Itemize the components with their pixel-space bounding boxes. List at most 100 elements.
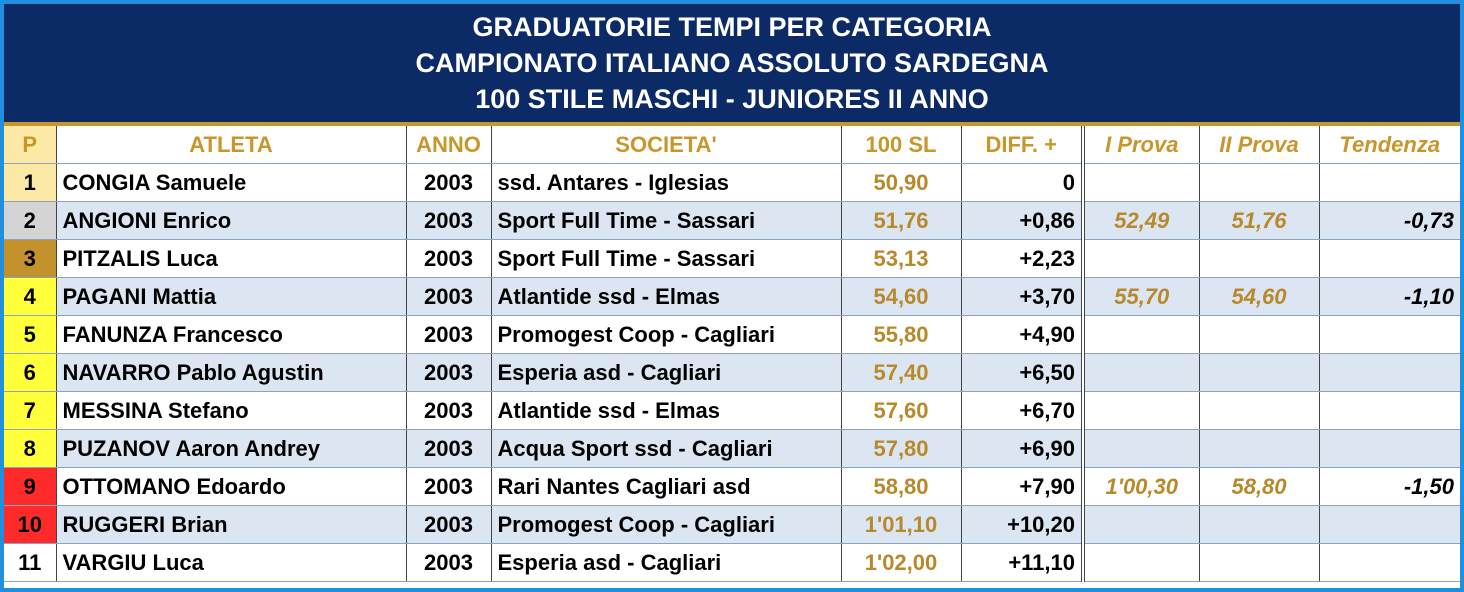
- rank-cell: 11: [4, 543, 56, 582]
- club-cell: Sport Full Time - Sassari: [490, 201, 841, 240]
- time-cell: 57,80: [840, 429, 961, 468]
- diff-cell: 0: [960, 163, 1083, 202]
- diff-cell: +0,86: [960, 201, 1083, 240]
- column-header: 100 SL: [840, 126, 961, 164]
- table-row: 7 MESSINA Stefano 2003 Atlantide ssd - Elma…: [4, 391, 1460, 430]
- first-trial-cell: [1081, 391, 1199, 430]
- trend-cell: [1318, 239, 1460, 278]
- athlete-cell: MESSINA Stefano: [55, 391, 406, 430]
- athlete-cell: PUZANOV Aaron Andrey: [55, 429, 406, 468]
- title-line: 100 STILE MASCHI - JUNIORES II ANNO: [475, 84, 989, 114]
- table-row: 6 NAVARRO Pablo Agustin 2003 Esperia asd - …: [4, 353, 1460, 392]
- second-trial-cell: [1198, 239, 1319, 278]
- diff-cell: +7,90: [960, 467, 1083, 506]
- diff-cell: +4,90: [960, 315, 1083, 354]
- athlete-cell: FANUNZA Francesco: [55, 315, 406, 354]
- trend-cell: [1318, 391, 1460, 430]
- column-header: P: [4, 126, 56, 164]
- rank-cell: 9: [4, 467, 56, 506]
- club-cell: Rari Nantes Cagliari asd: [490, 467, 841, 506]
- athlete-cell: ANGIONI Enrico: [55, 201, 406, 240]
- year-cell: 2003: [405, 543, 491, 582]
- table-row: 11 VARGIU Luca 2003 Esperia asd - Cagliari 1…: [4, 543, 1460, 582]
- second-trial-cell: [1198, 315, 1319, 354]
- column-header: II Prova: [1198, 126, 1319, 164]
- first-trial-cell: 1'00,30: [1081, 467, 1199, 506]
- second-trial-cell: 58,80: [1198, 467, 1319, 506]
- trend-cell: -1,10: [1318, 277, 1460, 316]
- time-cell: 51,76: [840, 201, 961, 240]
- diff-cell: +10,20: [960, 505, 1083, 544]
- trend-cell: -0,73: [1318, 201, 1460, 240]
- second-trial-cell: [1198, 543, 1319, 582]
- first-trial-cell: 55,70: [1081, 277, 1199, 316]
- diff-cell: +2,23: [960, 239, 1083, 278]
- time-cell: 57,60: [840, 391, 961, 430]
- year-cell: 2003: [405, 239, 491, 278]
- rank-cell: 8: [4, 429, 56, 468]
- athlete-cell: RUGGERI Brian: [55, 505, 406, 544]
- trend-cell: [1318, 505, 1460, 544]
- results-table: P ATLETA ANNO SOCIETA' 100 SL DIFF. + I Prova I…: [4, 126, 1460, 582]
- second-trial-cell: [1198, 391, 1319, 430]
- rank-cell: 3: [4, 239, 56, 278]
- first-trial-cell: [1081, 239, 1199, 278]
- first-trial-cell: [1081, 353, 1199, 392]
- table-row: 3 PITZALIS Luca 2003 Sport Full Time - Sass…: [4, 239, 1460, 278]
- first-trial-cell: [1081, 505, 1199, 544]
- trend-cell: [1318, 315, 1460, 354]
- rank-cell: 6: [4, 353, 56, 392]
- time-cell: 53,13: [840, 239, 961, 278]
- club-cell: ssd. Antares - Iglesias: [490, 163, 841, 202]
- trend-cell: [1318, 163, 1460, 202]
- athlete-cell: VARGIU Luca: [55, 543, 406, 582]
- time-cell: 58,80: [840, 467, 961, 506]
- column-header: DIFF. +: [960, 126, 1083, 164]
- time-cell: 57,40: [840, 353, 961, 392]
- athlete-cell: OTTOMANO Edoardo: [55, 467, 406, 506]
- time-cell: 54,60: [840, 277, 961, 316]
- year-cell: 2003: [405, 391, 491, 430]
- year-cell: 2003: [405, 315, 491, 354]
- year-cell: 2003: [405, 277, 491, 316]
- diff-cell: +11,10: [960, 543, 1083, 582]
- athlete-cell: PAGANI Mattia: [55, 277, 406, 316]
- time-cell: 1'01,10: [840, 505, 961, 544]
- first-trial-cell: [1081, 315, 1199, 354]
- second-trial-cell: [1198, 353, 1319, 392]
- time-cell: 1'02,00: [840, 543, 961, 582]
- athlete-cell: NAVARRO Pablo Agustin: [55, 353, 406, 392]
- year-cell: 2003: [405, 505, 491, 544]
- rank-cell: 5: [4, 315, 56, 354]
- table-row: 1 CONGIA Samuele 2003 ssd. Antares - Iglesi…: [4, 163, 1460, 202]
- first-trial-cell: [1081, 543, 1199, 582]
- second-trial-cell: 51,76: [1198, 201, 1319, 240]
- year-cell: 2003: [405, 201, 491, 240]
- athlete-cell: CONGIA Samuele: [55, 163, 406, 202]
- time-cell: 50,90: [840, 163, 961, 202]
- club-cell: Esperia asd - Cagliari: [490, 543, 841, 582]
- title-line: CAMPIONATO ITALIANO ASSOLUTO SARDEGNA: [415, 48, 1049, 78]
- club-cell: Promogest Coop - Cagliari: [490, 315, 841, 354]
- diff-cell: +6,50: [960, 353, 1083, 392]
- trend-cell: [1318, 429, 1460, 468]
- table-body: 1 CONGIA Samuele 2003 ssd. Antares - Iglesi…: [4, 163, 1460, 582]
- trend-cell: [1318, 353, 1460, 392]
- first-trial-cell: [1081, 429, 1199, 468]
- club-cell: Sport Full Time - Sassari: [490, 239, 841, 278]
- trend-cell: -1,50: [1318, 467, 1460, 506]
- diff-cell: +3,70: [960, 277, 1083, 316]
- time-cell: 55,80: [840, 315, 961, 354]
- year-cell: 2003: [405, 429, 491, 468]
- table-head: P ATLETA ANNO SOCIETA' 100 SL DIFF. + I Prova I…: [4, 126, 1460, 164]
- table-row: 8 PUZANOV Aaron Andrey 2003 Acqua Sport ssd…: [4, 429, 1460, 468]
- header: GRADUATORIE TEMPI PER CATEGORIA CAMPIONA…: [4, 4, 1460, 126]
- diff-cell: +6,70: [960, 391, 1083, 430]
- year-cell: 2003: [405, 467, 491, 506]
- column-header: Tendenza: [1318, 126, 1460, 164]
- club-cell: Atlantide ssd - Elmas: [490, 277, 841, 316]
- second-trial-cell: [1198, 505, 1319, 544]
- first-trial-cell: 52,49: [1081, 201, 1199, 240]
- column-header: ATLETA: [55, 126, 406, 164]
